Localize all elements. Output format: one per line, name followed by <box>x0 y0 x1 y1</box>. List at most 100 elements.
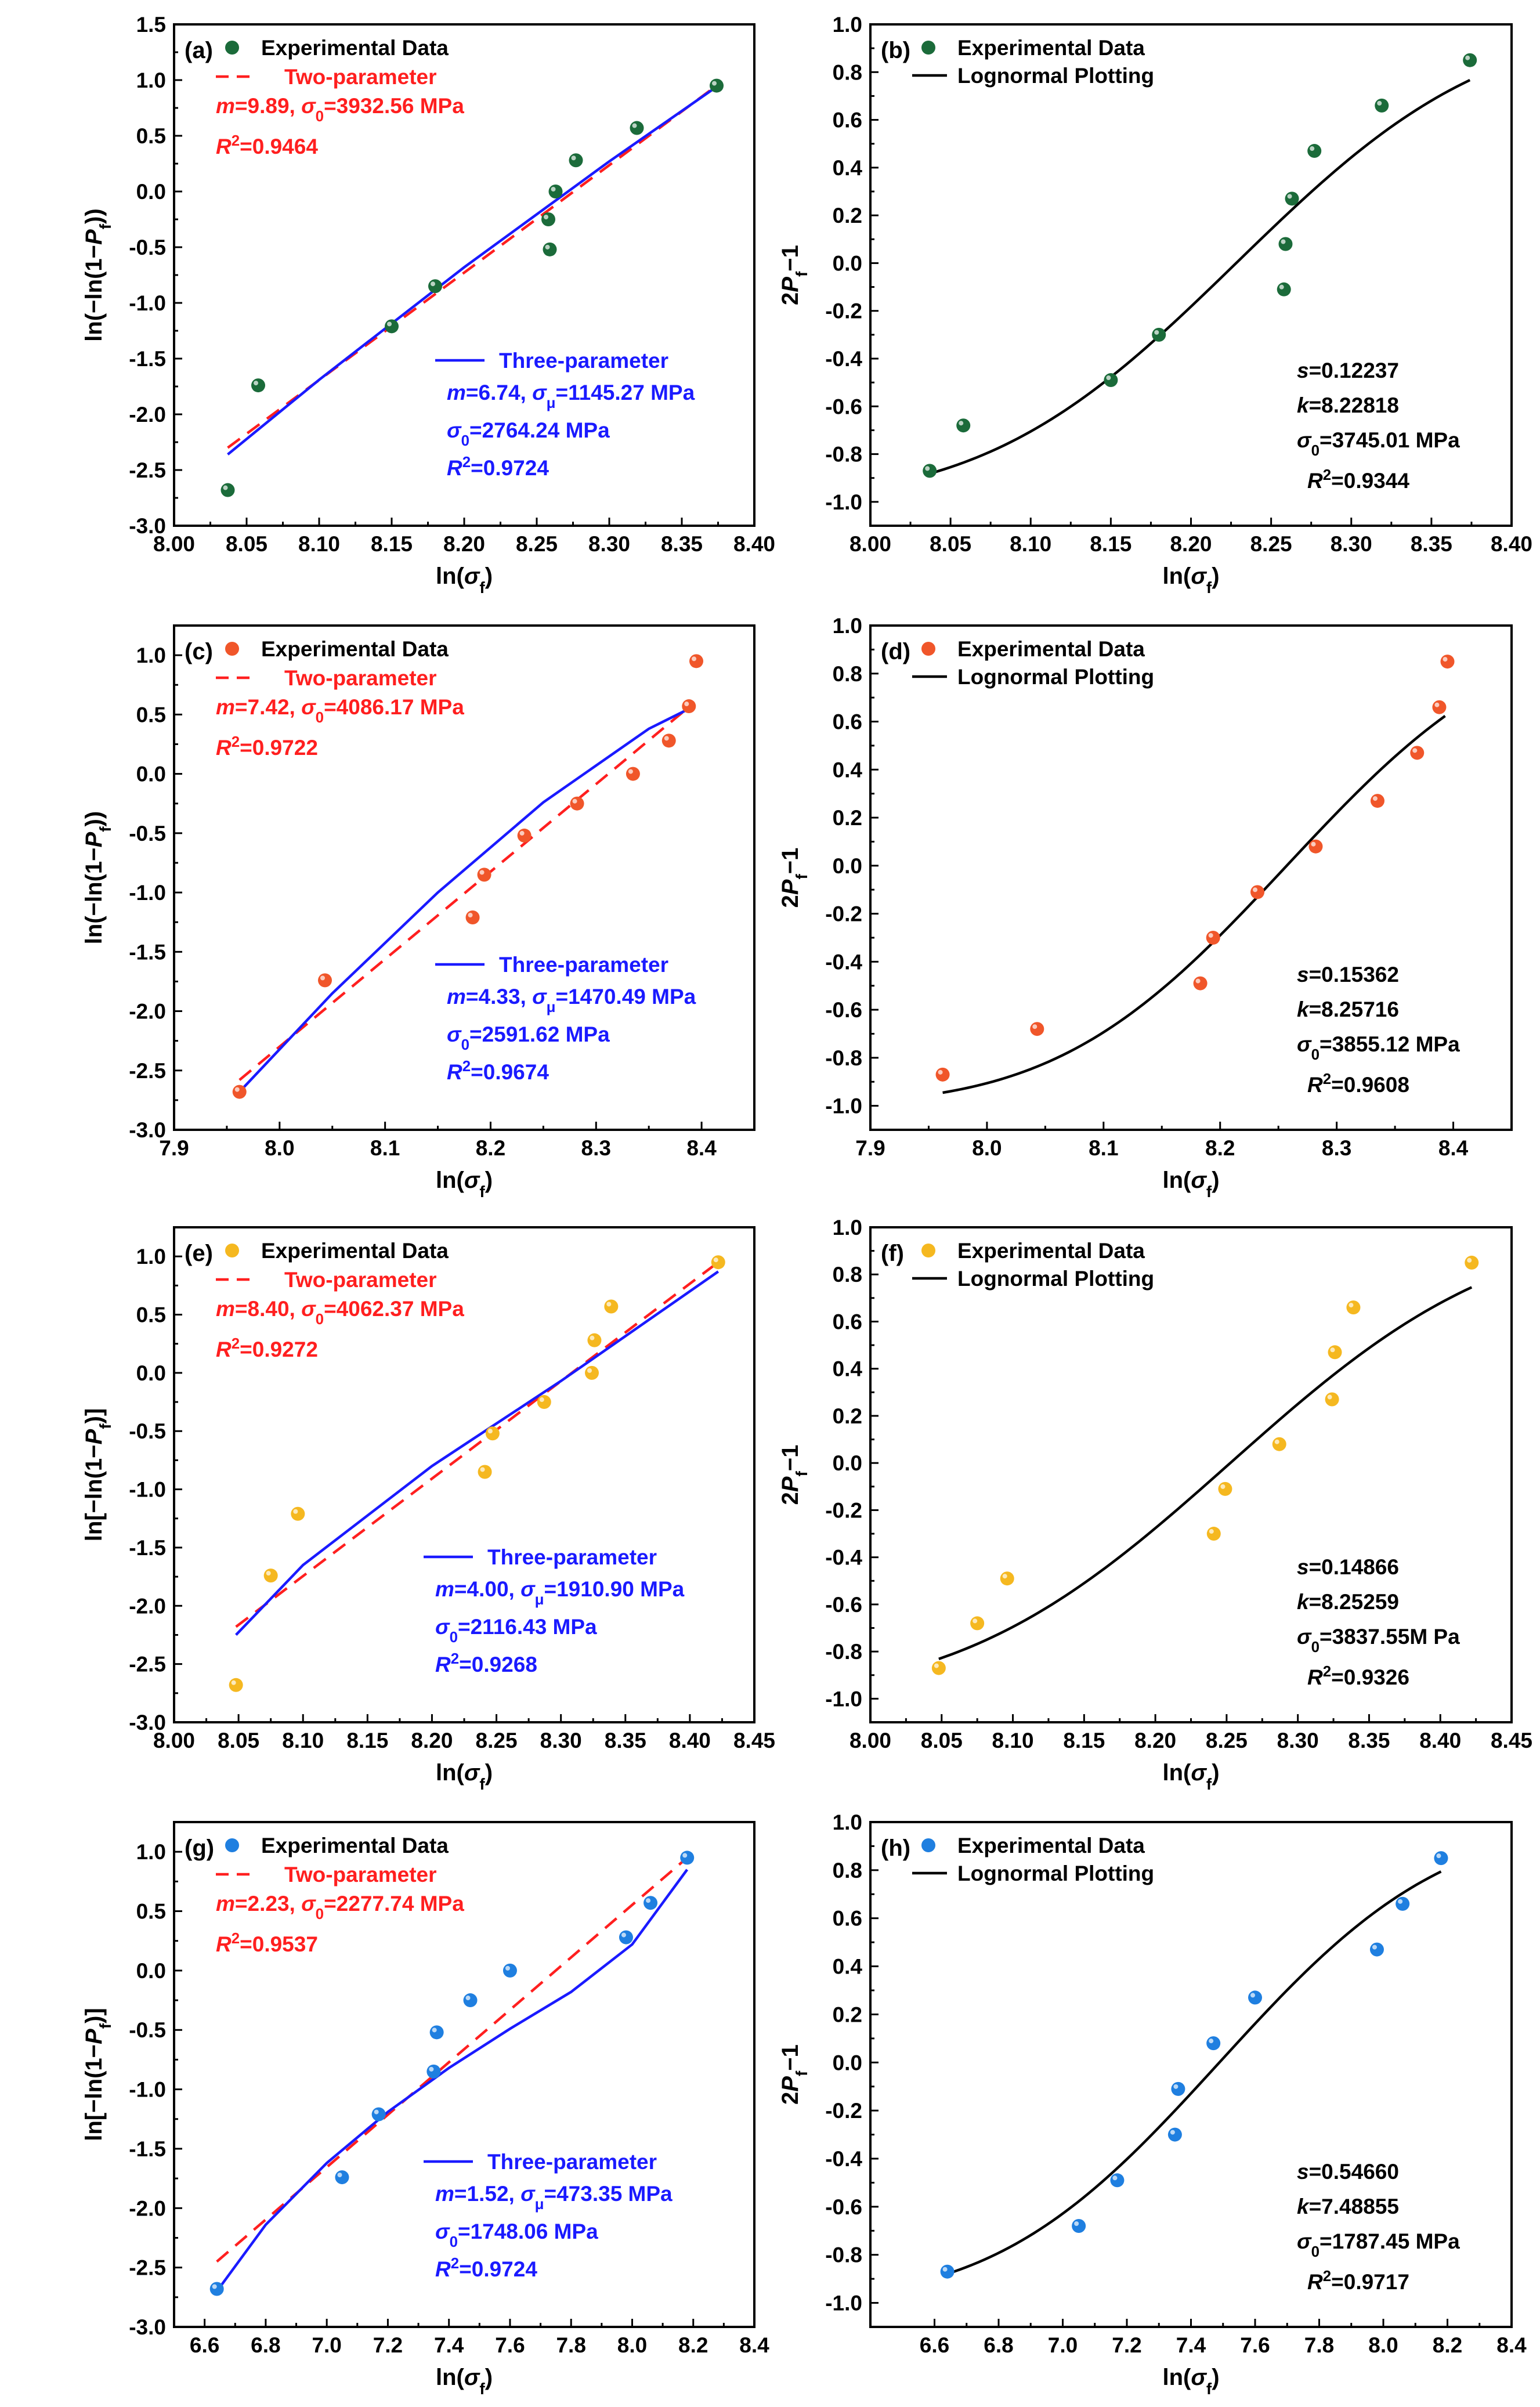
data-point <box>1072 2219 1086 2233</box>
x-tick-label: 8.0 <box>265 1136 294 1160</box>
data-point-highlight <box>254 381 258 386</box>
y-tick-label: 1.0 <box>136 68 166 92</box>
data-point <box>463 1993 478 2008</box>
y-tick-label: -2.0 <box>129 1594 166 1618</box>
y-tick-label: 0.4 <box>833 758 863 782</box>
legend-two-parameter: Two-parameter <box>284 65 437 89</box>
legend-marker <box>225 1244 239 1257</box>
data-point <box>335 2170 349 2185</box>
data-point <box>1308 839 1323 854</box>
data-point <box>956 418 971 433</box>
y-tick-label: -1.0 <box>129 881 166 905</box>
data-point-highlight <box>606 1302 612 1307</box>
y-axis-label: ln(−ln(1−Pf)) <box>81 208 114 341</box>
x-tick-label: 8.00 <box>849 1729 891 1752</box>
x-tick-label: 8.30 <box>588 532 630 556</box>
x-tick-label: 6.6 <box>190 2333 219 2357</box>
data-point-highlight <box>664 736 669 741</box>
y-tick-label: -1.5 <box>129 940 166 964</box>
data-point-highlight <box>571 156 576 161</box>
y-tick-label: 1.0 <box>833 13 862 37</box>
data-point-highlight <box>231 1680 236 1685</box>
two-parameter-fit-line <box>238 702 695 1081</box>
y-axis-label: ln[−ln(1−Pf)] <box>81 2008 114 2141</box>
x-tick-label: 8.00 <box>153 1729 195 1752</box>
x-axis-label: ln(σf) <box>1162 2365 1219 2398</box>
data-point-highlight <box>1330 1347 1335 1353</box>
three-parameter-fit-line <box>235 1270 720 1636</box>
y-tick-label: 0.6 <box>833 1907 862 1931</box>
x-tick-label: 8.2 <box>1205 1136 1235 1160</box>
three-parameter-params: m=4.33, σμ=1470.49 MPa <box>447 985 696 1015</box>
data-point-highlight <box>465 1996 471 2001</box>
data-point-highlight <box>1209 2039 1214 2044</box>
data-point <box>478 1465 492 1479</box>
data-point-highlight <box>1372 1945 1377 1950</box>
two-parameter-fit-line <box>235 1261 720 1628</box>
legend-lognormal: Lognormal Plotting <box>957 1267 1154 1291</box>
y-axis-label: ln[−ln(1−Pf)] <box>81 1408 114 1541</box>
legend-marker <box>225 1838 239 1852</box>
data-point <box>1193 976 1208 991</box>
x-tick-label: 7.4 <box>1176 2333 1206 2357</box>
panel-a: 8.00 8.05 8.10 8.15 8.20 8.25 8.30 8.35 8.40 -3.0… <box>81 13 775 597</box>
data-point <box>541 212 555 226</box>
x-tick-label: 8.40 <box>733 532 775 556</box>
y-tick-label: -2.5 <box>129 1059 166 1083</box>
x-tick-label: 8.1 <box>1089 1136 1118 1160</box>
data-point-highlight <box>551 187 556 191</box>
y-tick-label: -0.8 <box>825 1046 862 1070</box>
x-tick-label: 7.0 <box>1048 2333 1078 2357</box>
data-point <box>1000 1571 1014 1586</box>
data-point-highlight <box>293 1509 298 1514</box>
y-tick-label: 0.0 <box>833 2051 862 2074</box>
data-point-highlight <box>942 2267 948 2272</box>
data-point <box>935 1067 950 1082</box>
x-tick-label: 8.25 <box>1250 532 1292 556</box>
lognormal-sigma0: σ0=3855.12 MPa <box>1297 1032 1460 1063</box>
data-point-highlight <box>544 215 548 219</box>
legend-experimental: Experimental Data <box>957 36 1145 60</box>
panel-label: (h) <box>881 1835 910 1861</box>
data-point-highlight <box>1112 2175 1118 2181</box>
x-tick-label: 8.0 <box>1368 2333 1398 2357</box>
x-axis-label: ln(σf) <box>1162 1168 1219 1201</box>
x-tick-label: 8.15 <box>346 1729 388 1752</box>
x-tick-label: 7.8 <box>1304 2333 1334 2357</box>
legend-experimental: Experimental Data <box>957 1239 1145 1263</box>
y-tick-label: -3.0 <box>129 1118 166 1142</box>
two-parameter-params: m=8.40, σ0=4062.37 MPa <box>216 1297 464 1328</box>
data-point <box>232 1085 247 1099</box>
panel-label: (c) <box>185 639 213 664</box>
data-point-highlight <box>479 870 485 875</box>
y-tick-label: 0.5 <box>136 124 166 148</box>
data-point-highlight <box>572 798 577 804</box>
y-tick-label: 0.0 <box>136 180 166 204</box>
data-point-highlight <box>1002 1574 1007 1579</box>
data-point <box>710 78 724 93</box>
data-point-highlight <box>646 1898 651 1903</box>
data-point <box>503 1963 517 1978</box>
lognormal-curve <box>938 1286 1473 1660</box>
data-point-highlight <box>632 123 637 128</box>
data-point <box>251 378 265 393</box>
legend-three-parameter: Three-parameter <box>499 953 668 977</box>
data-point <box>604 1299 619 1314</box>
data-point-highlight <box>468 912 473 917</box>
data-point <box>619 1930 633 1945</box>
legend-experimental: Experimental Data <box>261 1239 449 1263</box>
y-tick-label: 0.8 <box>833 1859 862 1882</box>
data-point <box>291 1506 305 1521</box>
three-parameter-params: m=6.74, σμ=1145.27 MPa <box>447 381 695 411</box>
data-point-highlight <box>505 1965 510 1971</box>
x-tick-label: 7.6 <box>495 2333 525 2357</box>
x-tick-label: 7.2 <box>373 2333 403 2357</box>
data-point <box>548 185 563 198</box>
panel-h: 6.6 6.8 7.0 7.2 7.4 7.6 7.8 8.0 8.2 8.4 -1.0 -0.8 -0… <box>778 1810 1527 2398</box>
y-tick-label: 0.5 <box>136 1303 166 1327</box>
y-tick-label: 1.0 <box>136 1245 166 1268</box>
three-parameter-r2: R2=0.9268 <box>435 1651 537 1676</box>
lognormal-r2: R2=0.9717 <box>1307 2268 1409 2294</box>
y-tick-label: 0.0 <box>833 854 862 878</box>
data-point <box>570 796 584 811</box>
